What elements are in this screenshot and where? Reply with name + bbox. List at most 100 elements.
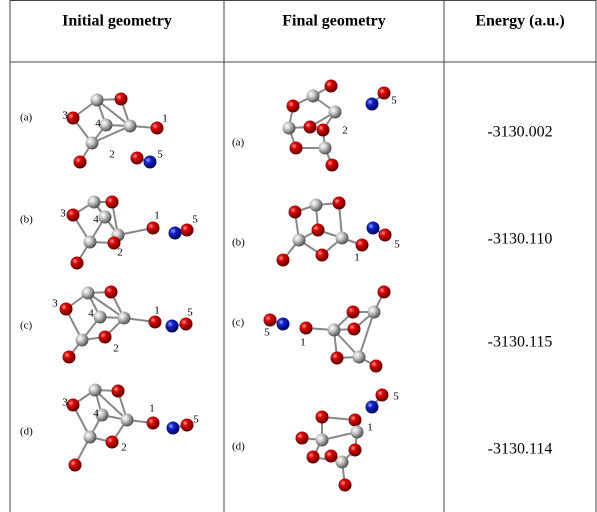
atom: [304, 121, 317, 134]
energy: -3130.002: [487, 124, 552, 141]
atom: [105, 286, 118, 299]
atom-number: 5: [264, 327, 270, 339]
atom: [328, 324, 341, 337]
atom: [376, 389, 389, 402]
atom: [296, 432, 309, 445]
atom: [316, 249, 329, 262]
atom: [370, 360, 383, 373]
atom: [307, 90, 320, 103]
atom: [319, 142, 332, 155]
atom: [181, 419, 194, 432]
atom: [91, 94, 104, 107]
atom: [166, 320, 179, 333]
atom: [356, 239, 369, 252]
atom-number: 5: [193, 414, 199, 426]
row-label: (c): [232, 317, 245, 329]
atom-number: 5: [394, 239, 400, 251]
atom-number: 1: [149, 403, 155, 415]
atom-number: 5: [187, 307, 193, 319]
atom: [106, 436, 119, 449]
atom: [378, 286, 391, 299]
atom: [349, 444, 362, 457]
atom: [69, 459, 82, 472]
atom-number: 5: [157, 149, 163, 161]
atom-number: 4: [88, 308, 94, 320]
atom: [84, 431, 97, 444]
atom-number: 2: [117, 247, 123, 259]
atom: [74, 156, 87, 169]
atom: [84, 236, 97, 249]
atom: [89, 384, 102, 397]
atom-number: 5: [391, 95, 397, 107]
atom-number: 1: [154, 305, 160, 317]
atom: [283, 122, 296, 135]
row-label: (b): [232, 237, 245, 249]
geometry-table: Initial geometry Final geometry Energy (…: [0, 0, 597, 512]
atom-number: 2: [121, 442, 127, 454]
atom: [67, 209, 80, 222]
atom: [115, 93, 128, 106]
atom: [347, 306, 360, 319]
energy: -3130.110: [488, 231, 553, 248]
atom: [348, 323, 361, 336]
atom: [336, 232, 349, 245]
atom: [307, 451, 320, 464]
atom: [325, 80, 338, 93]
atom: [144, 156, 157, 169]
atom: [131, 152, 144, 165]
atom: [88, 196, 101, 209]
atom-number: 2: [113, 343, 119, 355]
atom: [71, 257, 84, 270]
atom: [147, 417, 160, 430]
atom: [366, 401, 379, 414]
header-energy: Energy (a.u.): [475, 13, 564, 30]
atom-number: 3: [62, 397, 68, 409]
atom-number: 3: [52, 298, 58, 310]
atom: [316, 411, 329, 424]
atom: [82, 287, 95, 300]
atom: [300, 322, 313, 335]
atom: [368, 306, 381, 319]
atom: [317, 124, 330, 137]
atom-number: 1: [162, 113, 168, 125]
atom: [180, 318, 193, 331]
atom: [118, 312, 131, 325]
energy: -3130.114: [488, 441, 553, 458]
atom: [312, 224, 325, 237]
atom-number: 2: [342, 125, 348, 137]
atom: [112, 385, 125, 398]
atom-number: 1: [367, 422, 373, 434]
row-label: (d): [20, 426, 33, 438]
atom: [67, 112, 80, 125]
atom-number: 5: [393, 391, 399, 403]
atom: [94, 311, 107, 324]
atom: [289, 206, 302, 219]
atom: [349, 414, 362, 427]
row-label: (b): [20, 214, 33, 226]
header-final: Final geometry: [282, 13, 386, 30]
energy: -3130.115: [488, 334, 553, 351]
row-label: (d): [232, 441, 245, 453]
atom: [167, 422, 180, 435]
atom: [264, 314, 277, 327]
atom: [149, 316, 162, 329]
atom: [353, 351, 366, 364]
atom: [99, 211, 112, 224]
atom-number: 1: [354, 252, 360, 264]
atom: [366, 98, 379, 111]
atom: [351, 426, 364, 439]
atom: [367, 222, 380, 235]
atom: [290, 142, 303, 155]
atom: [67, 399, 80, 412]
atom: [63, 351, 76, 364]
atom: [277, 254, 290, 267]
atom: [147, 222, 160, 235]
atom: [86, 137, 99, 150]
atom-number: 3: [60, 208, 66, 220]
atom: [106, 196, 119, 209]
atom: [293, 234, 306, 247]
atom: [100, 119, 113, 132]
atom: [336, 456, 349, 469]
atom-number: 1: [154, 210, 160, 222]
